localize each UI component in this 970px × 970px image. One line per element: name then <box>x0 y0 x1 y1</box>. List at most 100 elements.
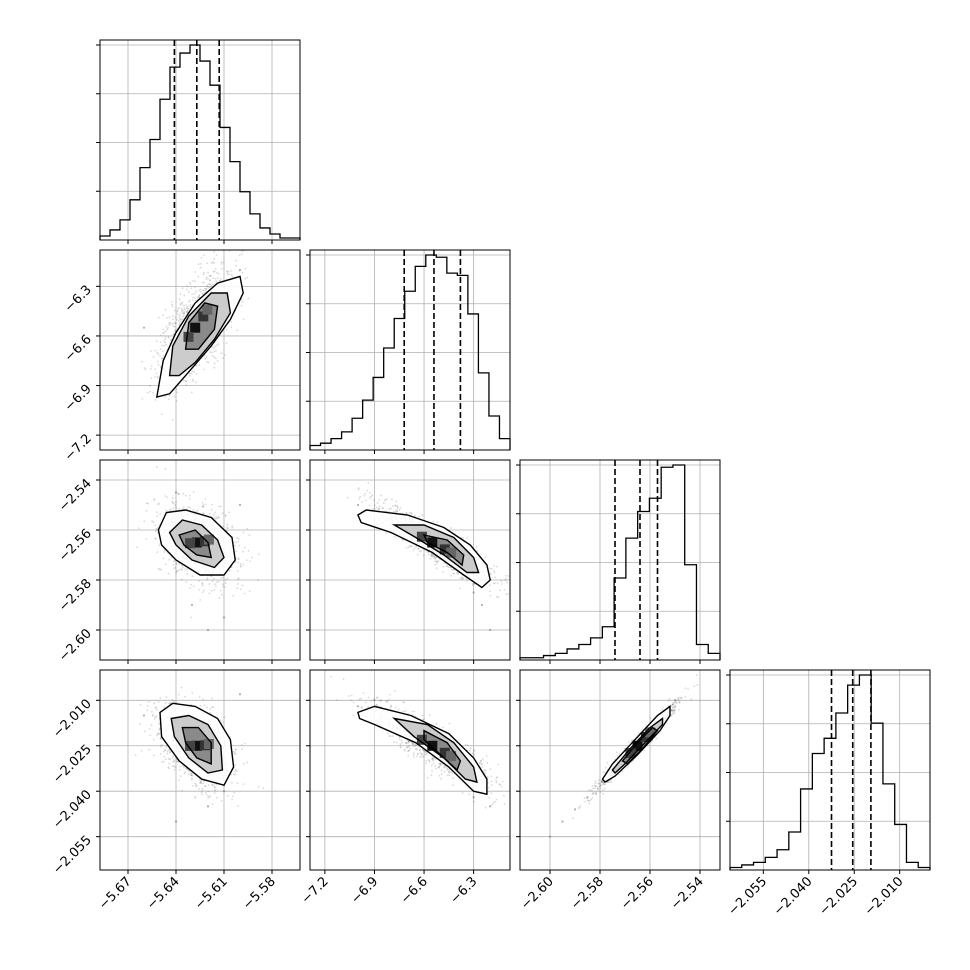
scatter-point <box>183 312 186 315</box>
scatter-point <box>212 270 215 273</box>
scatter-point <box>368 504 371 507</box>
scatter-point <box>222 721 225 723</box>
scatter-point <box>158 727 161 730</box>
scatter-point <box>230 773 233 776</box>
scatter-point <box>185 384 188 386</box>
scatter-point <box>211 706 213 709</box>
scatter-point <box>194 297 197 300</box>
scatter-point <box>201 505 204 508</box>
scatter-point <box>445 766 447 769</box>
scatter-point <box>172 501 175 504</box>
scatter-point <box>174 316 177 319</box>
scatter-point <box>220 352 223 355</box>
scatter-point <box>195 364 198 367</box>
panel-frame <box>309 459 511 661</box>
scatter-point <box>396 510 398 513</box>
scatter-point <box>233 753 236 755</box>
outlier-point <box>206 805 210 808</box>
scatter-point <box>361 501 363 504</box>
scatter-point <box>228 511 231 514</box>
scatter-point <box>167 326 169 329</box>
scatter-point <box>153 702 156 705</box>
scatter-point <box>240 298 243 301</box>
scatter-point <box>172 507 175 510</box>
scatter-point <box>378 499 381 501</box>
core-block <box>203 534 214 545</box>
scatter-point <box>456 571 459 574</box>
scatter-point <box>192 508 195 511</box>
scatter-point <box>446 774 449 777</box>
scatter-point <box>168 394 171 397</box>
scatter-point <box>157 360 159 363</box>
density-core <box>183 304 213 342</box>
scatter-point <box>493 571 496 574</box>
scatter-point <box>490 792 493 795</box>
scatter-point <box>158 502 161 505</box>
outlier-point <box>238 693 242 696</box>
scatter-point <box>208 512 211 515</box>
scatter-point <box>421 514 424 517</box>
scatter-point <box>227 270 230 273</box>
scatter-point <box>169 751 171 754</box>
scatter-point <box>401 539 404 541</box>
scatter-point <box>501 583 503 585</box>
scatter-point <box>181 317 184 320</box>
scatter-point <box>178 693 180 696</box>
scatter-point <box>420 753 423 756</box>
scatter-point <box>462 537 465 539</box>
scatter-point <box>430 765 433 767</box>
scatter-point <box>226 271 229 274</box>
scatter-point <box>223 586 226 588</box>
scatter-point <box>370 495 373 498</box>
scatter-point <box>190 774 193 777</box>
scatter-point <box>257 786 260 788</box>
scatter-point <box>202 503 205 506</box>
scatter-point <box>150 350 152 353</box>
scatter-point <box>199 599 202 601</box>
scatter-point <box>194 280 197 283</box>
scatter-point <box>243 592 246 595</box>
scatter-point <box>357 488 360 491</box>
scatter-point <box>394 511 397 514</box>
scatter-point <box>416 753 419 756</box>
contour-line-1 <box>391 524 480 574</box>
scatter-point <box>209 795 212 798</box>
scatter-point <box>413 547 416 550</box>
outlier-point <box>174 820 178 823</box>
scatter-point <box>536 605 538 607</box>
scatter-point <box>219 280 221 282</box>
scatter-point <box>213 270 216 273</box>
scatter-point <box>185 310 188 313</box>
scatter-point <box>172 502 175 505</box>
scatter-point <box>141 360 143 363</box>
core-block <box>202 304 213 315</box>
scatter-point <box>394 504 396 507</box>
ticks <box>96 44 273 244</box>
scatter-point <box>156 551 159 554</box>
scatter-point <box>240 304 243 307</box>
scatter-point <box>399 743 402 746</box>
scatter-point <box>239 588 242 591</box>
scatter-point <box>172 765 174 768</box>
scatter-point <box>176 760 179 763</box>
pair-panel-1-2 <box>306 459 538 664</box>
panel-content <box>141 250 250 421</box>
scatter-point <box>443 561 446 564</box>
scatter-point <box>178 569 181 571</box>
scatter-point <box>167 336 170 338</box>
scatter-point <box>193 292 196 295</box>
scatter-point <box>435 562 438 564</box>
scatter-point <box>173 560 175 563</box>
scatter-point <box>200 782 203 785</box>
scatter-point <box>146 709 148 712</box>
scatter-point <box>196 509 199 512</box>
scatter-point <box>222 261 225 264</box>
scatter-point <box>165 746 168 748</box>
scatter-point <box>188 299 191 302</box>
scatter-point <box>202 505 205 508</box>
scatter-point <box>484 770 487 772</box>
scatter-point <box>395 500 397 503</box>
scatter-point <box>162 760 165 763</box>
scatter-point <box>181 507 184 510</box>
scatter-point <box>257 553 260 555</box>
